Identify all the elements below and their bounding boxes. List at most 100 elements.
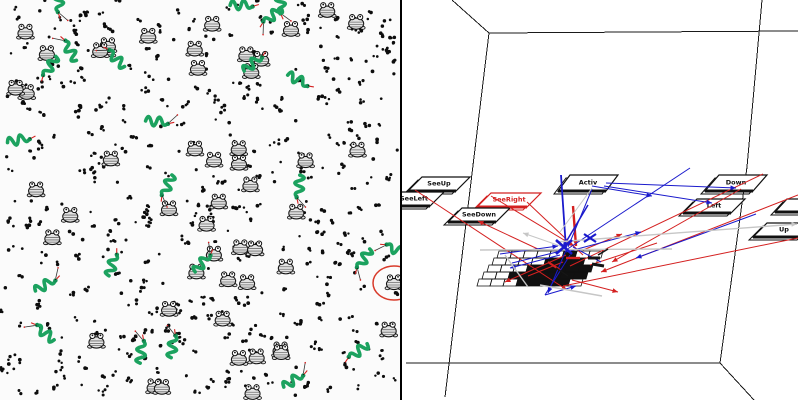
fly-sprite[interactable] bbox=[227, 7, 231, 11]
fly-sprite[interactable] bbox=[343, 361, 349, 370]
fly-sprite[interactable] bbox=[380, 24, 385, 28]
fly-sprite[interactable] bbox=[200, 185, 206, 193]
frog-sprite[interactable] bbox=[188, 60, 208, 76]
fly-sprite[interactable] bbox=[74, 41, 80, 47]
fly-sprite[interactable] bbox=[316, 275, 319, 279]
fly-sprite[interactable] bbox=[359, 284, 366, 291]
fly-sprite[interactable] bbox=[305, 13, 311, 22]
fly-sprite[interactable] bbox=[93, 175, 97, 184]
fly-sprite[interactable] bbox=[325, 282, 329, 287]
fly-sprite[interactable] bbox=[374, 321, 379, 326]
fly-sprite[interactable] bbox=[326, 275, 333, 280]
snake-sprite[interactable] bbox=[342, 340, 371, 365]
fly-sprite[interactable] bbox=[285, 335, 289, 340]
fly-sprite[interactable] bbox=[363, 121, 372, 129]
fly-sprite[interactable] bbox=[392, 72, 396, 76]
fly-sprite[interactable] bbox=[245, 84, 251, 91]
fly-sprite[interactable] bbox=[44, 205, 50, 212]
fly-sprite[interactable] bbox=[300, 1, 307, 7]
fly-sprite[interactable] bbox=[238, 81, 243, 85]
fly-sprite[interactable] bbox=[101, 255, 105, 259]
fly-sprite[interactable] bbox=[323, 66, 330, 73]
fly-sprite[interactable] bbox=[114, 0, 122, 3]
fly-sprite[interactable] bbox=[140, 88, 143, 92]
fly-sprite[interactable] bbox=[124, 238, 128, 242]
fly-sprite[interactable] bbox=[241, 339, 248, 344]
fly-sprite[interactable] bbox=[213, 94, 217, 98]
frog-sprite[interactable] bbox=[245, 240, 265, 257]
fly-sprite[interactable] bbox=[356, 384, 360, 391]
snake-sprite[interactable] bbox=[38, 54, 61, 83]
fly-sprite[interactable] bbox=[356, 205, 363, 212]
fly-sprite[interactable] bbox=[103, 328, 107, 332]
fly-sprite[interactable] bbox=[120, 250, 123, 254]
fly-sprite[interactable] bbox=[280, 95, 284, 101]
fly-sprite[interactable] bbox=[62, 374, 67, 380]
frog-sprite[interactable] bbox=[37, 45, 57, 61]
snake-sprite[interactable] bbox=[293, 173, 308, 208]
fly-sprite[interactable] bbox=[364, 59, 368, 63]
fly-sprite[interactable] bbox=[192, 349, 198, 354]
fly-sprite[interactable] bbox=[193, 85, 200, 91]
fly-sprite[interactable] bbox=[12, 244, 15, 248]
fly-sprite[interactable] bbox=[293, 393, 298, 397]
fly-sprite[interactable] bbox=[272, 179, 277, 184]
fly-sprite[interactable] bbox=[141, 213, 149, 220]
fly-sprite[interactable] bbox=[177, 335, 182, 343]
fly-sprite[interactable] bbox=[370, 69, 375, 74]
fly-sprite[interactable] bbox=[236, 256, 242, 262]
fly-sprite[interactable] bbox=[38, 9, 42, 13]
fly-sprite[interactable] bbox=[80, 75, 86, 82]
fly-sprite[interactable] bbox=[321, 166, 324, 170]
fly-sprite[interactable] bbox=[17, 389, 23, 396]
brain-3d-view[interactable]: SeeUp SeeLeft SeeRight SeeDown Activ Down Left… bbox=[402, 0, 798, 400]
fly-sprite[interactable] bbox=[271, 170, 274, 174]
fly-sprite[interactable] bbox=[319, 26, 322, 30]
fly-sprite[interactable] bbox=[17, 321, 23, 328]
fly-sprite[interactable] bbox=[281, 245, 285, 252]
frog-sprite[interactable] bbox=[60, 206, 80, 223]
node-plate-right-edge[interactable] bbox=[769, 198, 798, 216]
frog-sprite[interactable] bbox=[213, 310, 233, 327]
fly-sprite[interactable] bbox=[184, 374, 188, 378]
fly-sprite[interactable] bbox=[8, 353, 17, 359]
fly-sprite[interactable] bbox=[73, 316, 79, 322]
fly-sprite[interactable] bbox=[242, 93, 250, 101]
fly-sprite[interactable] bbox=[352, 367, 356, 371]
fly-sprite[interactable] bbox=[298, 234, 301, 238]
fly-sprite[interactable] bbox=[246, 164, 252, 168]
fly-sprite[interactable] bbox=[236, 301, 241, 306]
fly-sprite[interactable] bbox=[320, 249, 325, 255]
fly-sprite[interactable] bbox=[216, 179, 220, 185]
fly-sprite[interactable] bbox=[232, 81, 235, 85]
fly-sprite[interactable] bbox=[266, 381, 274, 385]
fly-sprite[interactable] bbox=[17, 357, 22, 365]
fly-sprite[interactable] bbox=[29, 199, 33, 203]
fly-sprite[interactable] bbox=[42, 112, 46, 118]
fly-sprite[interactable] bbox=[237, 188, 240, 192]
fly-sprite[interactable] bbox=[336, 241, 343, 247]
fly-sprite[interactable] bbox=[319, 207, 327, 213]
fly-sprite[interactable] bbox=[372, 54, 379, 58]
fly-sprite[interactable] bbox=[103, 384, 109, 392]
fly-sprite[interactable] bbox=[86, 131, 94, 137]
fly-sprite[interactable] bbox=[245, 210, 248, 214]
fly-sprite[interactable] bbox=[225, 6, 228, 9]
frog-sprite[interactable] bbox=[159, 200, 179, 217]
fly-sprite[interactable] bbox=[251, 376, 256, 380]
fly-sprite[interactable] bbox=[106, 228, 113, 237]
fly-sprite[interactable] bbox=[60, 202, 64, 206]
fly-sprite[interactable] bbox=[253, 323, 258, 328]
fly-sprite[interactable] bbox=[147, 216, 153, 224]
fly-sprite[interactable] bbox=[317, 316, 323, 322]
fly-sprite[interactable] bbox=[277, 108, 283, 113]
fly-sprite[interactable] bbox=[134, 220, 137, 224]
fly-sprite[interactable] bbox=[97, 389, 105, 397]
fly-sprite[interactable] bbox=[35, 298, 42, 307]
fly-sprite[interactable] bbox=[242, 206, 246, 209]
fly-sprite[interactable] bbox=[89, 210, 92, 214]
fly-sprite[interactable] bbox=[147, 311, 154, 316]
fly-sprite[interactable] bbox=[378, 31, 385, 39]
fly-sprite[interactable] bbox=[308, 218, 313, 222]
fly-sprite[interactable] bbox=[319, 44, 323, 49]
